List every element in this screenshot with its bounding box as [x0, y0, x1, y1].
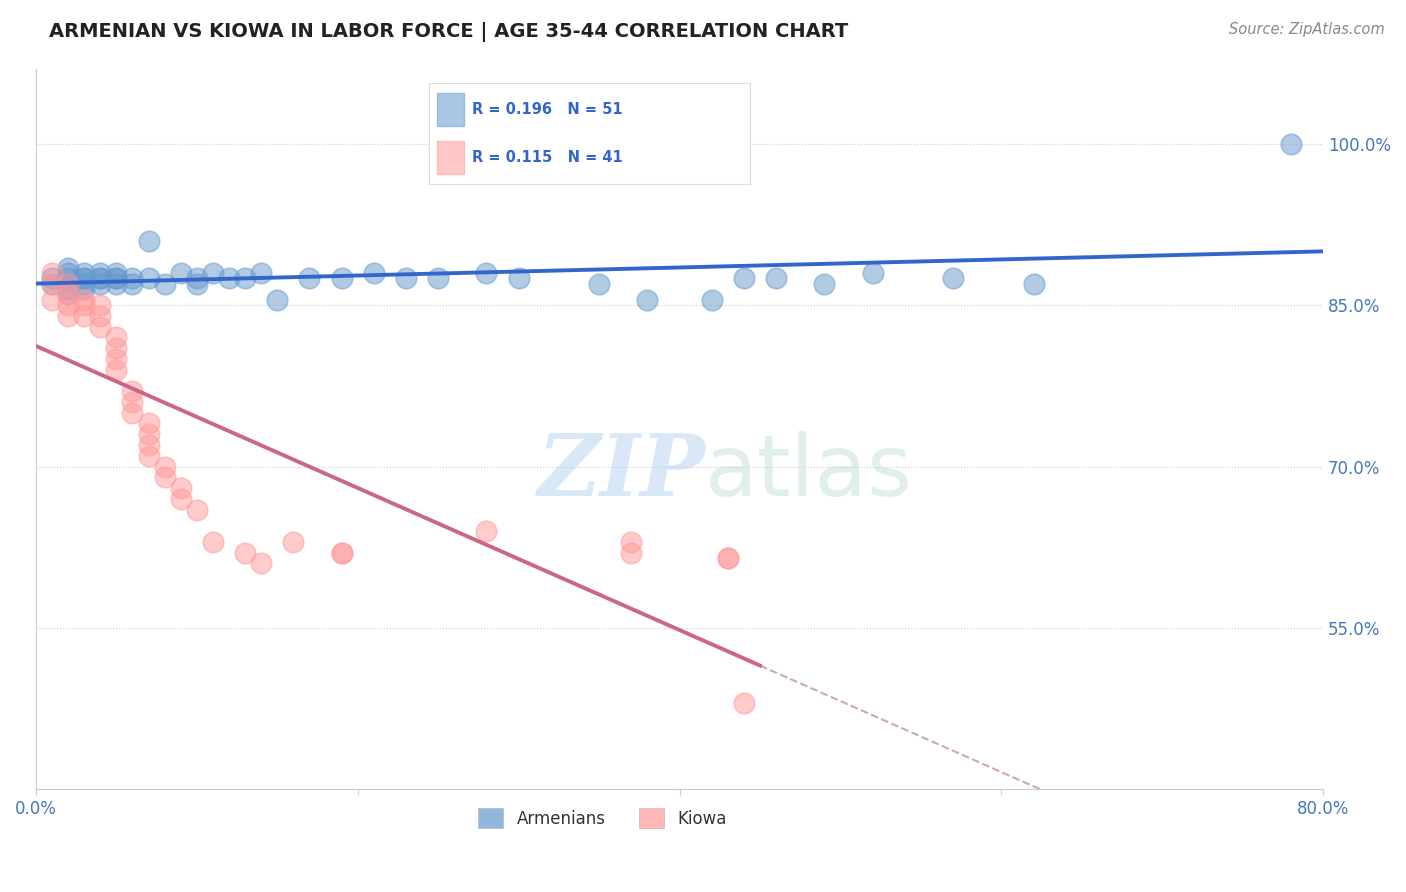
- Point: [56, 287, 79, 301]
- Point: [56, 271, 79, 285]
- Point: [105, 271, 128, 285]
- Point: [233, 545, 256, 559]
- Point: [330, 545, 353, 559]
- Point: [765, 271, 787, 285]
- Legend: Armenians, Kiowa: Armenians, Kiowa: [471, 801, 733, 835]
- Point: [717, 551, 740, 566]
- Text: ZIP: ZIP: [537, 430, 706, 514]
- Point: [41, 293, 63, 307]
- Point: [862, 266, 884, 280]
- Point: [121, 406, 143, 420]
- Point: [298, 271, 321, 285]
- Point: [56, 298, 79, 312]
- Point: [186, 271, 208, 285]
- Point: [105, 362, 128, 376]
- Point: [620, 545, 643, 559]
- Point: [56, 282, 79, 296]
- Point: [121, 277, 143, 291]
- Point: [283, 534, 305, 549]
- Point: [56, 266, 79, 280]
- Point: [813, 277, 835, 291]
- Point: [620, 534, 643, 549]
- Point: [121, 384, 143, 399]
- Text: Source: ZipAtlas.com: Source: ZipAtlas.com: [1229, 22, 1385, 37]
- Point: [717, 551, 740, 566]
- Point: [56, 260, 79, 275]
- Point: [41, 266, 63, 280]
- Point: [733, 696, 755, 710]
- Point: [73, 266, 96, 280]
- Point: [89, 277, 111, 291]
- Point: [89, 309, 111, 323]
- Point: [56, 277, 79, 291]
- Point: [73, 293, 96, 307]
- Point: [153, 277, 176, 291]
- Text: atlas: atlas: [706, 431, 914, 514]
- Point: [138, 234, 160, 248]
- Point: [363, 266, 385, 280]
- Point: [475, 266, 498, 280]
- Point: [73, 309, 96, 323]
- Point: [105, 271, 128, 285]
- Point: [41, 277, 63, 291]
- Point: [733, 271, 755, 285]
- Point: [475, 524, 498, 538]
- Point: [73, 271, 96, 285]
- Point: [138, 438, 160, 452]
- Point: [201, 534, 224, 549]
- Point: [330, 545, 353, 559]
- Point: [138, 427, 160, 442]
- Point: [138, 417, 160, 431]
- Point: [427, 271, 450, 285]
- Text: ARMENIAN VS KIOWA IN LABOR FORCE | AGE 35-44 CORRELATION CHART: ARMENIAN VS KIOWA IN LABOR FORCE | AGE 3…: [49, 22, 848, 42]
- Point: [73, 298, 96, 312]
- Point: [89, 271, 111, 285]
- Point: [233, 271, 256, 285]
- Point: [105, 277, 128, 291]
- Point: [89, 319, 111, 334]
- Point: [105, 341, 128, 355]
- Point: [266, 293, 288, 307]
- Point: [250, 557, 273, 571]
- Point: [56, 309, 79, 323]
- Point: [186, 502, 208, 516]
- Point: [138, 271, 160, 285]
- Point: [105, 266, 128, 280]
- Point: [56, 277, 79, 291]
- Point: [330, 271, 353, 285]
- Point: [700, 293, 723, 307]
- Point: [73, 282, 96, 296]
- Point: [1279, 136, 1302, 151]
- Point: [201, 266, 224, 280]
- Point: [121, 271, 143, 285]
- Point: [218, 271, 240, 285]
- Point: [121, 395, 143, 409]
- Point: [636, 293, 658, 307]
- Point: [508, 271, 530, 285]
- Point: [73, 271, 96, 285]
- Point: [250, 266, 273, 280]
- Point: [395, 271, 418, 285]
- Point: [105, 351, 128, 366]
- Point: [105, 330, 128, 344]
- Point: [588, 277, 610, 291]
- Point: [170, 491, 193, 506]
- Point: [170, 266, 193, 280]
- Point: [56, 287, 79, 301]
- Point: [89, 271, 111, 285]
- Point: [89, 298, 111, 312]
- Point: [153, 470, 176, 484]
- Point: [170, 481, 193, 495]
- Point: [73, 277, 96, 291]
- Point: [138, 449, 160, 463]
- Point: [942, 271, 965, 285]
- Point: [41, 277, 63, 291]
- Point: [41, 271, 63, 285]
- Point: [1022, 277, 1045, 291]
- Point: [89, 266, 111, 280]
- Point: [153, 459, 176, 474]
- Point: [186, 277, 208, 291]
